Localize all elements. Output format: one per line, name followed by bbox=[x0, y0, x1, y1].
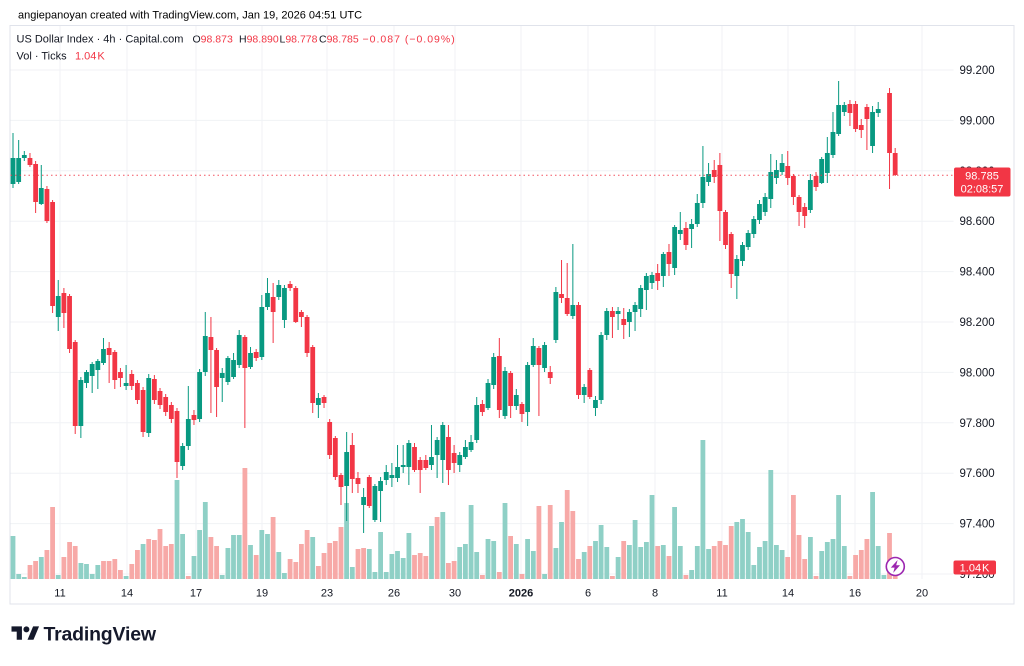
svg-text:O98.873: O98.873 bbox=[193, 34, 233, 46]
svg-text:C98.785: C98.785 bbox=[319, 34, 359, 46]
svg-text:30: 30 bbox=[449, 588, 461, 600]
svg-text:97.400: 97.400 bbox=[960, 519, 995, 531]
svg-text:98.200: 98.200 bbox=[960, 317, 995, 329]
svg-text:98.785: 98.785 bbox=[965, 171, 999, 183]
svg-text:14: 14 bbox=[782, 588, 794, 600]
svg-text:−0.087 (−0.09%): −0.087 (−0.09%) bbox=[363, 34, 456, 46]
svg-text:2026: 2026 bbox=[509, 588, 533, 600]
svg-text:TradingView: TradingView bbox=[44, 624, 157, 646]
svg-text:26: 26 bbox=[388, 588, 400, 600]
svg-text:97.600: 97.600 bbox=[960, 468, 995, 480]
svg-text:99.200: 99.200 bbox=[960, 65, 995, 77]
svg-text:98.400: 98.400 bbox=[960, 267, 995, 279]
svg-text:99.000: 99.000 bbox=[960, 115, 995, 127]
svg-text:98.000: 98.000 bbox=[960, 367, 995, 379]
svg-text:6: 6 bbox=[585, 588, 591, 600]
svg-text:02:08:57: 02:08:57 bbox=[961, 184, 1004, 196]
svg-text:8: 8 bbox=[652, 588, 658, 600]
svg-text:1.04 K: 1.04 K bbox=[75, 51, 105, 63]
svg-text:16: 16 bbox=[849, 588, 861, 600]
svg-text:11: 11 bbox=[54, 588, 65, 600]
svg-text:11: 11 bbox=[716, 588, 727, 600]
svg-text:17: 17 bbox=[190, 588, 202, 600]
svg-text:Vol · Ticks: Vol · Ticks bbox=[17, 51, 68, 63]
svg-text:23: 23 bbox=[321, 588, 333, 600]
svg-text:19: 19 bbox=[256, 588, 268, 600]
svg-text:angiepanoyan created with Trad: angiepanoyan created with TradingView.co… bbox=[18, 10, 362, 22]
svg-text:H98.890: H98.890 bbox=[239, 34, 279, 46]
svg-text:14: 14 bbox=[121, 588, 133, 600]
svg-text:98.600: 98.600 bbox=[960, 216, 995, 228]
svg-text:US Dollar Index · 4h · Capital: US Dollar Index · 4h · Capital.com bbox=[17, 34, 184, 46]
svg-text:L98.778: L98.778 bbox=[280, 34, 318, 46]
svg-text:20: 20 bbox=[916, 588, 928, 600]
svg-text:1.04 K: 1.04 K bbox=[960, 563, 990, 575]
svg-text:97.800: 97.800 bbox=[960, 418, 995, 430]
